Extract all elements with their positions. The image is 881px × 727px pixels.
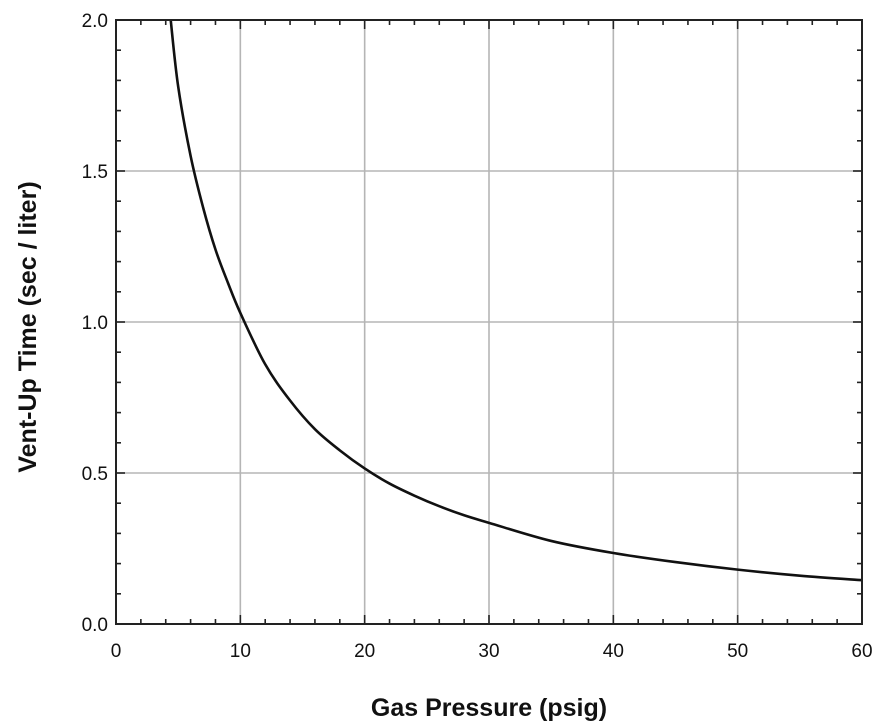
x-tick-label: 20 — [354, 641, 375, 662]
x-axis-title: Gas Pressure (psig) — [371, 694, 607, 722]
series-line-vent-up-time — [169, 19, 863, 582]
y-axis-title: Vent-Up Time (sec / liter) — [14, 181, 42, 472]
x-axis-tick-labels: 0 10 20 30 40 50 60 — [111, 641, 873, 662]
x-tick-label: 10 — [230, 641, 251, 662]
y-tick-label: 0.0 — [82, 615, 108, 636]
y-tick-label: 2.0 — [82, 11, 108, 32]
x-tick-label: 30 — [478, 641, 499, 662]
y-tick-label: 0.5 — [82, 464, 108, 485]
x-tick-label: 50 — [727, 641, 748, 662]
plot-frame — [115, 19, 863, 625]
y-axis-tick-labels: 0.0 0.5 1.0 1.5 2.0 — [82, 11, 108, 636]
x-tick-label: 60 — [851, 641, 872, 662]
x-tick-label: 40 — [603, 641, 624, 662]
grid-lines — [116, 20, 862, 624]
y-tick-label: 1.0 — [82, 313, 108, 334]
y-tick-label: 1.5 — [82, 162, 108, 183]
x-tick-label: 0 — [111, 641, 122, 662]
